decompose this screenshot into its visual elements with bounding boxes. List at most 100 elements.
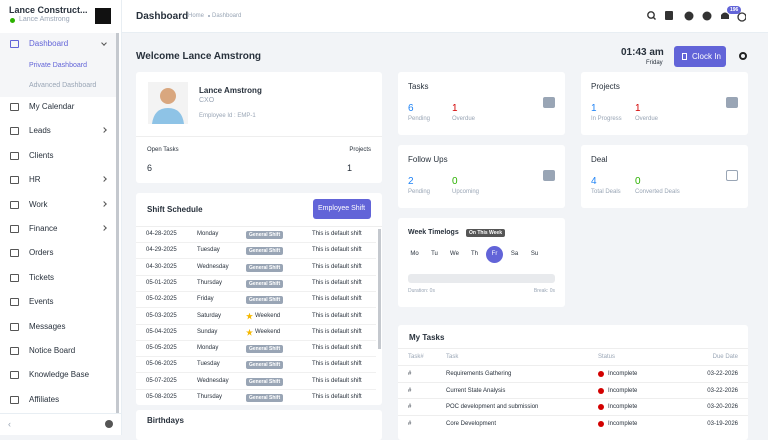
add-icon[interactable] bbox=[702, 11, 712, 21]
shift-day: Wednesday bbox=[197, 263, 229, 270]
shift-weekend: Weekend bbox=[255, 328, 281, 335]
menu-item[interactable]: Dashboard bbox=[0, 32, 116, 56]
search-icon[interactable] bbox=[647, 11, 655, 19]
clock-icon[interactable] bbox=[684, 11, 694, 21]
card-title: Birthdays bbox=[147, 416, 184, 425]
shift-day: Monday bbox=[197, 345, 219, 352]
clock-in-button[interactable]: Clock In bbox=[674, 46, 726, 67]
submenu-item[interactable]: Private Dashboard bbox=[29, 62, 87, 69]
task-cell: # bbox=[408, 404, 412, 410]
help-button[interactable] bbox=[105, 420, 113, 428]
break: Break: 0s bbox=[533, 288, 555, 294]
sticky-icon[interactable] bbox=[665, 11, 673, 20]
shift-badge: General Shift bbox=[246, 279, 284, 288]
menu-item[interactable]: HR bbox=[0, 168, 116, 192]
menu-chevron bbox=[101, 200, 107, 207]
shift-date: 05-07-2025 bbox=[146, 377, 177, 384]
search-icon-handle bbox=[653, 17, 656, 20]
clock-in-label: Clock In bbox=[692, 52, 721, 61]
profile-role: CXO bbox=[199, 97, 215, 104]
shift-card: Shift Schedule Employee Shift 04-28-2025… bbox=[136, 193, 382, 405]
divider bbox=[136, 226, 382, 227]
day-pill[interactable]: Mo bbox=[410, 251, 419, 257]
menu-item[interactable]: Leads bbox=[0, 119, 116, 143]
bell-icon[interactable] bbox=[721, 12, 729, 20]
task-name[interactable]: Requirements Gathering bbox=[446, 371, 512, 377]
menu-icon bbox=[10, 322, 19, 331]
menu-item[interactable]: Finance bbox=[0, 217, 116, 241]
widget-label: In Progress bbox=[591, 116, 622, 122]
employee-shift-button[interactable]: Employee Shift bbox=[313, 199, 371, 219]
task-cell: 03-22-2026 bbox=[707, 387, 738, 394]
widget-label: Upcoming bbox=[452, 189, 480, 195]
day-pill[interactable]: We bbox=[450, 251, 459, 257]
menu-icon bbox=[10, 151, 19, 160]
menu-item[interactable]: Notice Board bbox=[0, 339, 116, 363]
menu-icon bbox=[10, 176, 19, 185]
weekend-star bbox=[246, 328, 253, 336]
day-pill[interactable]: Tu bbox=[431, 251, 438, 257]
shift-date: 05-02-2025 bbox=[146, 296, 177, 303]
user-name: Lance Amstrong bbox=[19, 16, 70, 23]
task-name[interactable]: Current State Analysis bbox=[446, 387, 506, 394]
menu-label: Affiliates bbox=[29, 394, 60, 404]
collapse-button[interactable]: ‹ bbox=[8, 419, 11, 429]
menu-label: Finance bbox=[29, 224, 58, 233]
task-row: # Requirements Gathering Incomplete 03-22-2… bbox=[398, 365, 748, 381]
shift-row: 05-03-2025 Saturday Weekend This is default… bbox=[136, 309, 376, 325]
widget-title: Follow Ups bbox=[408, 155, 448, 164]
divider bbox=[136, 136, 382, 137]
widget-title: Tasks bbox=[408, 82, 429, 91]
duration: Duration: 0s bbox=[408, 288, 435, 294]
widget-icon bbox=[726, 170, 738, 181]
menu-chevron bbox=[101, 176, 107, 183]
shift-day: Tuesday bbox=[197, 361, 220, 368]
active-group bbox=[0, 33, 118, 97]
menu-item[interactable]: Affiliates bbox=[0, 388, 116, 412]
menu-item[interactable]: Knowledge Base bbox=[0, 363, 116, 387]
menu-item[interactable]: Messages bbox=[0, 315, 116, 339]
menu-item[interactable]: Tickets bbox=[0, 266, 116, 290]
submenu-item[interactable]: Advanced Dashboard bbox=[29, 82, 97, 89]
column-header: Task bbox=[446, 354, 459, 360]
shift-row: 05-04-2025 Sunday Weekend This is default s… bbox=[136, 325, 376, 341]
menu-item[interactable]: Work bbox=[0, 193, 116, 217]
widget-label: Total Deals bbox=[591, 189, 621, 195]
shift-row: 05-08-2025 Thursday General Shift This is d… bbox=[136, 390, 376, 405]
breadcrumb-home[interactable]: Home bbox=[188, 13, 205, 19]
day-pill[interactable]: Su bbox=[530, 251, 539, 257]
widget-value: 0 bbox=[452, 176, 458, 187]
shift-badge: General Shift bbox=[246, 361, 284, 370]
menu-item[interactable]: Events bbox=[0, 290, 116, 314]
company-logo bbox=[95, 8, 111, 24]
widget-value: 1 bbox=[452, 103, 458, 114]
menu-icon bbox=[10, 225, 19, 233]
widget-label: Pending bbox=[408, 116, 431, 122]
shift-date: 05-06-2025 bbox=[146, 361, 177, 368]
shift-note: This is default shift bbox=[312, 361, 362, 368]
shift-date: 04-29-2025 bbox=[146, 247, 177, 254]
shift-badge: General Shift bbox=[246, 296, 284, 305]
day-pill[interactable]: Fr bbox=[486, 246, 503, 263]
shift-badge: General Shift bbox=[246, 231, 284, 239]
shift-note: This is default shift bbox=[312, 263, 362, 270]
menu-item[interactable]: Orders bbox=[0, 241, 116, 265]
widget-icon bbox=[543, 97, 555, 108]
menu-item[interactable]: My Calendar bbox=[0, 95, 116, 119]
task-cell: 03-22-2026 bbox=[707, 371, 738, 377]
menu-item[interactable]: Clients bbox=[0, 144, 116, 168]
power-icon[interactable] bbox=[737, 12, 746, 22]
shift-row: 04-29-2025 Tuesday General Shift This is de… bbox=[136, 243, 376, 260]
settings-icon[interactable] bbox=[739, 52, 747, 60]
menu-icon bbox=[10, 347, 19, 355]
task-name[interactable]: POC development and submission bbox=[446, 404, 539, 410]
day-pill[interactable]: Th bbox=[470, 251, 478, 257]
menu-label: Orders bbox=[29, 248, 54, 258]
task-name[interactable]: Core Development bbox=[446, 420, 497, 427]
shift-row: 05-01-2025 Thursday General Shift This is d… bbox=[136, 276, 376, 292]
timelogs-card: Week Timelogs On This Week Mo Tu We Th Fr Sa S… bbox=[398, 218, 565, 307]
day-pill[interactable]: Sa bbox=[510, 251, 519, 257]
breadcrumb-sep bbox=[208, 15, 210, 17]
shift-date: 04-28-2025 bbox=[146, 231, 177, 237]
